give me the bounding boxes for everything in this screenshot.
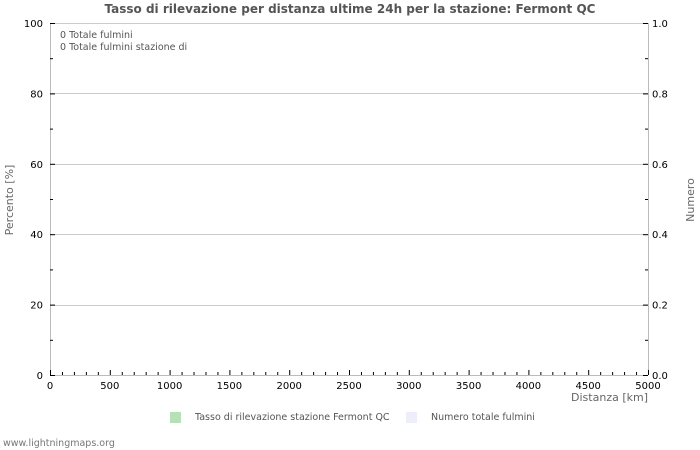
y-tick-label: 0 — [37, 371, 43, 382]
legend-swatch-green — [170, 412, 181, 423]
x-tick-label: 2000 — [276, 381, 301, 392]
y-tick-label: 60 — [30, 160, 43, 171]
annotation-total: 0 Totale fulmini — [60, 30, 133, 41]
x-tick-label: 3500 — [456, 381, 481, 392]
legend-swatch-lavender — [406, 412, 417, 423]
y-tick-label: 40 — [30, 230, 43, 241]
legend-item-total-strikes: Numero totale fulmini — [406, 412, 535, 423]
x-tick-label: 2500 — [336, 381, 361, 392]
chart-title: Tasso di rilevazione per distanza ultime… — [104, 2, 596, 16]
y-axis-title: Percento [%] — [3, 165, 16, 236]
legend-item-detection-rate: Tasso di rilevazione stazione Fermont QC — [170, 412, 390, 423]
footer-site-link[interactable]: www.lightningmaps.org — [3, 438, 115, 449]
x-tick-label: 500 — [100, 381, 119, 392]
x-tick-label: 4500 — [575, 381, 600, 392]
x-tick-label: 4000 — [516, 381, 541, 392]
x-tick-label: 5000 — [635, 381, 660, 392]
annotation-station-total: 0 Totale fulmini stazione di — [60, 42, 188, 53]
y-right-tick-label: 0.2 — [652, 301, 668, 312]
legend-label: Numero totale fulmini — [431, 412, 535, 423]
y-right-tick-label: 0.8 — [652, 89, 668, 100]
y-tick-label: 80 — [30, 89, 43, 100]
x-tick-label: 0 — [47, 381, 53, 392]
legend-label: Tasso di rilevazione stazione Fermont QC — [195, 412, 390, 423]
y-tick-label: 100 — [24, 19, 43, 30]
y-right-tick-label: 0.4 — [652, 230, 668, 241]
x-axis-title: Distanza [km] — [571, 391, 648, 404]
y-right-tick-label: 0.0 — [652, 371, 668, 382]
y-right-tick-label: 0.6 — [652, 160, 668, 171]
y-right-tick-label: 1.0 — [652, 19, 668, 30]
x-tick-label: 3000 — [396, 381, 421, 392]
y-tick-label: 20 — [30, 301, 43, 312]
x-tick-label: 1000 — [157, 381, 182, 392]
y-axis-right-title: Numero — [684, 178, 697, 222]
x-tick-label: 1500 — [217, 381, 242, 392]
